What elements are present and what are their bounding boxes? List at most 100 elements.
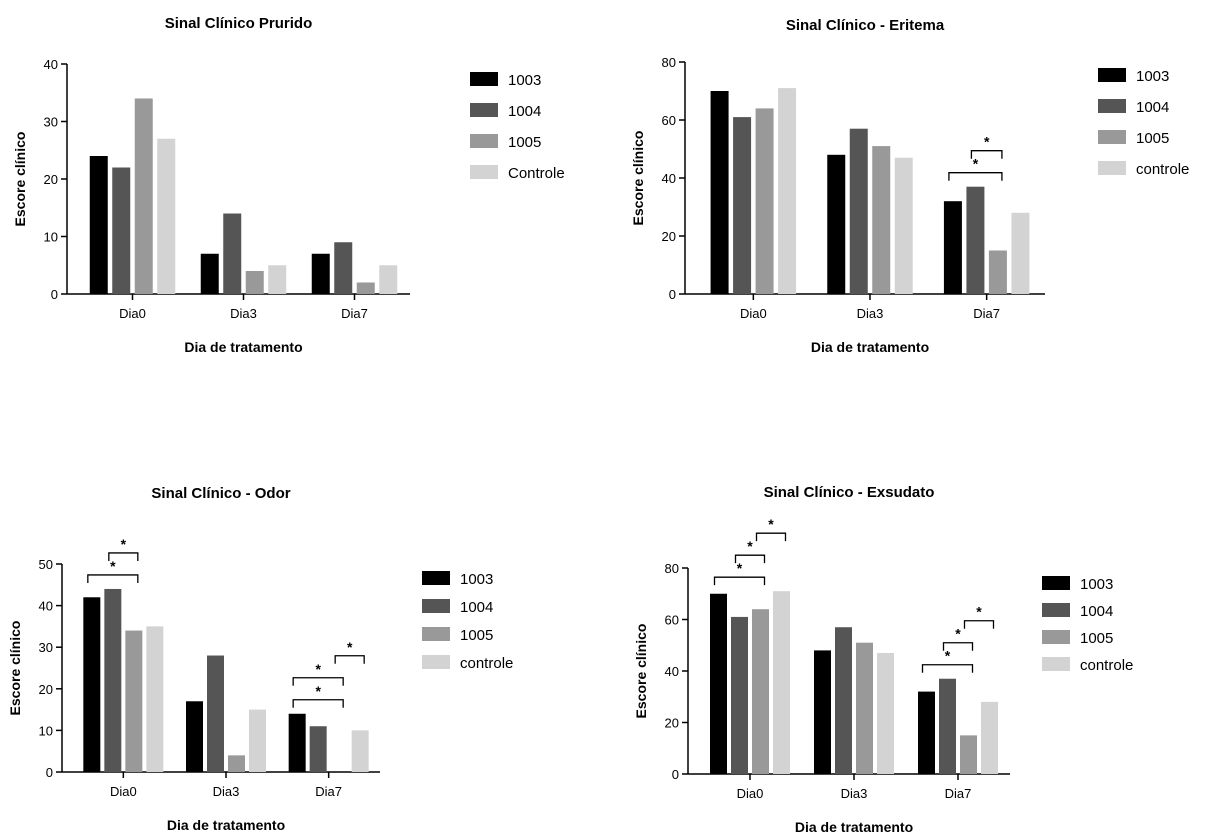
- chart-title: Sinal Clínico - Odor: [151, 485, 290, 502]
- bar-1004-Dia0: [112, 168, 130, 295]
- y-tick-label: 30: [44, 115, 58, 130]
- bar-1004-Dia3: [835, 627, 852, 774]
- y-tick-label: 20: [662, 229, 676, 244]
- bar-1003-Dia7: [918, 692, 935, 774]
- significance-label: *: [737, 560, 743, 576]
- significance-label: *: [984, 134, 990, 150]
- y-tick-label: 50: [39, 557, 53, 572]
- x-tick-label: Dia0: [737, 786, 764, 801]
- legend-swatch: [470, 134, 498, 148]
- bar-1004-Dia7: [334, 242, 352, 294]
- y-axis-label: Escore clínico: [12, 132, 28, 227]
- y-tick-label: 30: [39, 640, 53, 655]
- x-tick-label: Dia7: [945, 786, 972, 801]
- bar-1005-Dia0: [135, 99, 153, 295]
- legend-label: 1004: [1080, 603, 1113, 620]
- y-tick-label: 0: [669, 287, 676, 302]
- x-tick-label: Dia3: [213, 784, 240, 799]
- legend-swatch: [422, 627, 450, 641]
- x-axis-label: Dia de tratamento: [167, 817, 285, 833]
- significance-label: *: [315, 661, 321, 677]
- legend-swatch: [422, 571, 450, 585]
- bar-1004-Dia3: [207, 656, 224, 772]
- y-tick-label: 40: [665, 664, 679, 679]
- bar-1003-Dia3: [186, 701, 203, 772]
- legend-swatch: [1098, 99, 1126, 113]
- legend-swatch: [1042, 657, 1070, 671]
- significance-label: *: [747, 538, 753, 554]
- bar-Controle-Dia3: [268, 265, 286, 294]
- legend-label: 1003: [1080, 576, 1113, 593]
- legend-swatch: [422, 599, 450, 613]
- legend-swatch: [470, 72, 498, 86]
- bar-1005-Dia3: [872, 146, 890, 294]
- y-axis-label: Escore clínico: [633, 624, 649, 719]
- y-tick-label: 20: [39, 682, 53, 697]
- legend-swatch: [1042, 603, 1070, 617]
- y-tick-label: 40: [662, 171, 676, 186]
- significance-label: *: [768, 516, 774, 532]
- bar-controle-Dia0: [146, 626, 163, 772]
- bar-controle-Dia0: [773, 591, 790, 774]
- legend-swatch: [470, 103, 498, 117]
- chart-4: Sinal Clínico - Exsudato 0 20 40 60 80 Escore …: [633, 484, 1133, 834]
- chart-title: Sinal Clínico - Eritema: [786, 17, 945, 34]
- x-axis-label: Dia de tratamento: [795, 819, 913, 834]
- bar-1004-Dia3: [850, 129, 868, 294]
- y-tick-label: 20: [665, 716, 679, 731]
- significance-bracket: [949, 173, 1002, 181]
- chart-1: Sinal Clínico Prurido 0 10 20 30 40 Escore clí…: [12, 15, 565, 355]
- significance-label: *: [315, 683, 321, 699]
- bar-1005-Dia0: [125, 631, 142, 772]
- significance-bracket: [88, 575, 138, 583]
- y-tick-label: 60: [662, 113, 676, 128]
- legend-label: 1003: [1136, 68, 1169, 85]
- legend-label: 1005: [508, 134, 541, 151]
- legend-swatch: [1042, 630, 1070, 644]
- bar-1005-Dia0: [756, 108, 774, 294]
- bar-1003-Dia0: [90, 156, 108, 294]
- chart-title: Sinal Clínico - Exsudato: [764, 484, 935, 501]
- bar-1003-Dia0: [83, 597, 100, 772]
- x-axis-label: Dia de tratamento: [184, 339, 302, 355]
- bar-1003-Dia7: [944, 201, 962, 294]
- significance-bracket: [715, 577, 765, 585]
- y-tick-label: 10: [39, 723, 53, 738]
- x-tick-label: Dia7: [341, 306, 368, 321]
- legend-swatch: [1042, 576, 1070, 590]
- bar-Controle-Dia7: [379, 265, 397, 294]
- significance-bracket: [965, 621, 994, 629]
- legend-swatch: [470, 165, 498, 179]
- bar-controle-Dia7: [352, 730, 369, 772]
- bar-Controle-Dia0: [157, 139, 175, 294]
- y-tick-label: 10: [44, 230, 58, 245]
- bar-1005-Dia7: [960, 735, 977, 774]
- y-tick-label: 20: [44, 172, 58, 187]
- chart-2: Sinal Clínico - Eritema 0 20 40 60 80 Escore c…: [630, 17, 1189, 355]
- x-tick-label: Dia7: [315, 784, 342, 799]
- legend-label: 1004: [460, 599, 493, 616]
- legend-label: controle: [460, 655, 513, 672]
- bar-1005-Dia3: [246, 271, 264, 294]
- y-tick-label: 60: [665, 613, 679, 628]
- x-axis-label: Dia de tratamento: [811, 339, 929, 355]
- bar-1003-Dia7: [312, 254, 330, 294]
- significance-label: *: [973, 156, 979, 172]
- significance-bracket: [923, 665, 973, 673]
- y-axis-label: Escore clínico: [630, 131, 646, 226]
- x-tick-label: Dia7: [973, 306, 1000, 321]
- legend-label: 1005: [460, 627, 493, 644]
- significance-bracket: [335, 656, 364, 664]
- y-tick-label: 40: [39, 599, 53, 614]
- significance-bracket: [757, 533, 786, 541]
- bar-1003-Dia7: [289, 714, 306, 772]
- y-axis-label: Escore clínico: [7, 621, 23, 716]
- bar-controle-Dia0: [778, 88, 796, 294]
- significance-label: *: [945, 648, 951, 664]
- significance-label: *: [347, 639, 353, 655]
- bar-controle-Dia7: [1011, 213, 1029, 294]
- legend-label: 1004: [508, 103, 541, 120]
- bar-1004-Dia7: [966, 187, 984, 294]
- bar-1005-Dia3: [228, 755, 245, 772]
